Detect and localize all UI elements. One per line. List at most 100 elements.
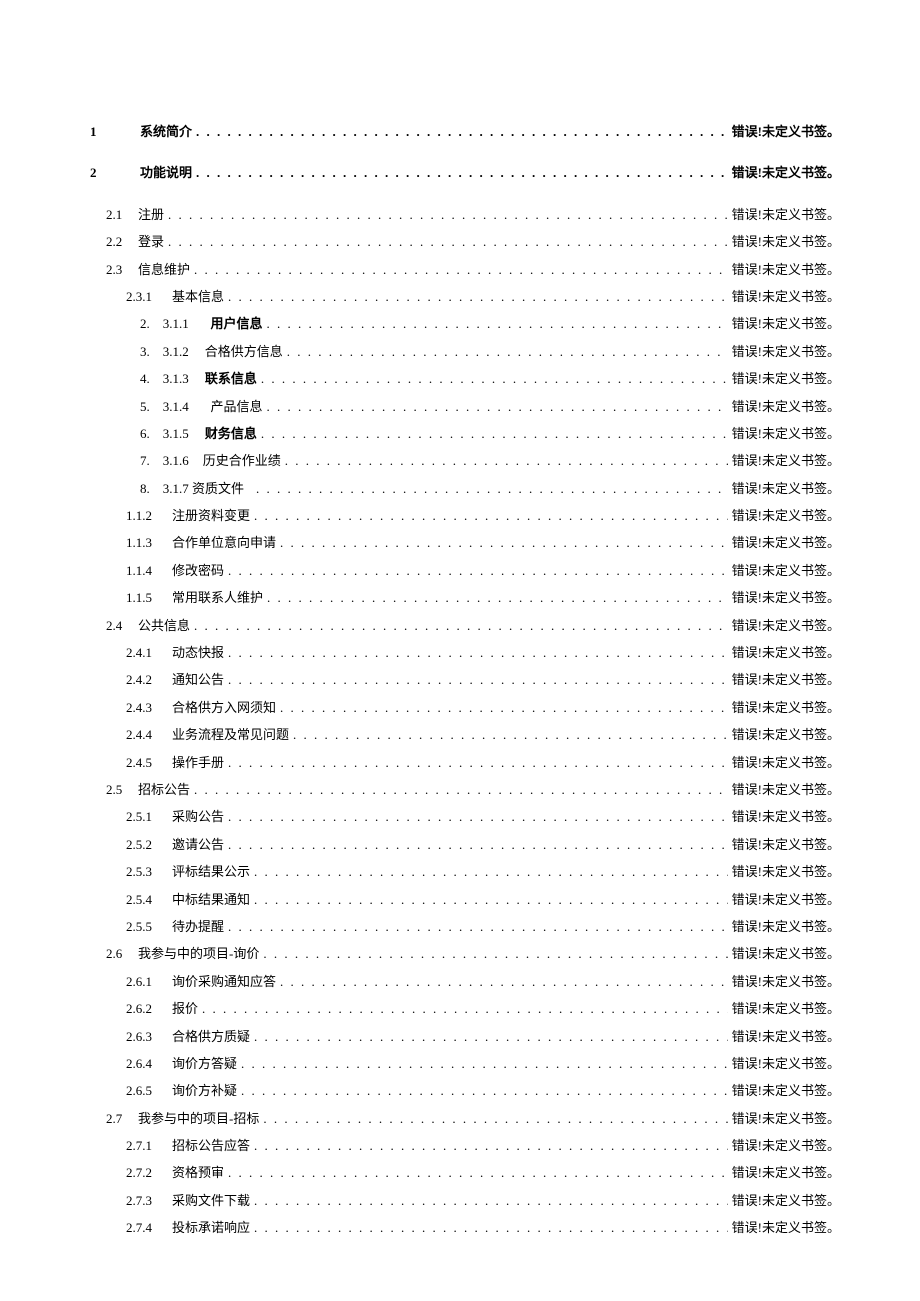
toc-page-ref: 错误!未定义书签。 — [728, 1025, 840, 1048]
toc-page-ref: 错误!未定义书签。 — [728, 422, 840, 445]
toc-leader — [194, 614, 728, 637]
toc-leader — [228, 915, 728, 938]
toc-entry[interactable]: 2.6.1询价采购通知应答错误!未定义书签。 — [90, 970, 840, 993]
toc-entry[interactable]: 2.1注册错误!未定义书签。 — [90, 203, 840, 226]
toc-leader — [256, 477, 728, 500]
toc-page-ref: 错误!未定义书签。 — [728, 531, 840, 554]
toc-number: 2.6.1 — [126, 970, 172, 993]
toc-page-ref: 错误!未定义书签。 — [728, 312, 840, 335]
toc-entry[interactable]: 2.4.3合格供方入网须知错误!未定义书签。 — [90, 696, 840, 719]
toc-title: 中标结果通知 — [172, 888, 254, 911]
toc-entry[interactable]: 6. 3.1.5财务信息错误!未定义书签。 — [90, 422, 840, 445]
toc-entry[interactable]: 4. 3.1.3联系信息错误!未定义书签。 — [90, 367, 840, 390]
toc-number: 2. 3.1.1 — [140, 312, 202, 335]
toc-entry[interactable]: 2.4.2通知公告错误!未定义书签。 — [90, 668, 840, 691]
toc-leader — [194, 258, 728, 281]
toc-entry[interactable]: 5. 3.1.4产品信息错误!未定义书签。 — [90, 395, 840, 418]
toc-leader — [228, 1161, 728, 1184]
toc-number: 2.7.3 — [126, 1189, 172, 1212]
toc-page-ref: 错误!未定义书签。 — [728, 942, 840, 965]
toc-number: 2.7.1 — [126, 1134, 172, 1157]
toc-number: 2.3 — [106, 258, 138, 281]
toc-entry[interactable]: 2.4.1动态快报错误!未定义书签。 — [90, 641, 840, 664]
toc-entry[interactable]: 2.4.5操作手册错误!未定义书签。 — [90, 751, 840, 774]
toc-page-ref: 错误!未定义书签。 — [728, 161, 840, 184]
toc-number: 2.6.3 — [126, 1025, 172, 1048]
toc-number: 7. 3.1.6 — [140, 449, 202, 472]
toc-title: 询价采购通知应答 — [172, 970, 280, 993]
toc-leader — [267, 586, 728, 609]
toc-entry[interactable]: 2.6.3合格供方质疑错误!未定义书签。 — [90, 1025, 840, 1048]
toc-entry[interactable]: 2.6我参与中的项目-询价错误!未定义书签。 — [90, 942, 840, 965]
toc-entry[interactable]: 3. 3.1.2合格供方信息错误!未定义书签。 — [90, 340, 840, 363]
toc-title: 采购公告 — [172, 805, 228, 828]
toc-entry[interactable]: 2.5招标公告错误!未定义书签。 — [90, 778, 840, 801]
toc-number: 2.4.4 — [126, 723, 172, 746]
toc-entry[interactable]: 2.6.5询价方补疑错误!未定义书签。 — [90, 1079, 840, 1102]
toc-leader — [254, 888, 728, 911]
toc-number: 2.4.5 — [126, 751, 172, 774]
toc-page-ref: 错误!未定义书签。 — [728, 723, 840, 746]
toc-page-ref: 错误!未定义书签。 — [728, 805, 840, 828]
toc-entry[interactable]: 2.4公共信息错误!未定义书签。 — [90, 614, 840, 637]
toc-entry[interactable]: 8. 3.1.7 资质文件错误!未定义书签。 — [90, 477, 840, 500]
toc-page-ref: 错误!未定义书签。 — [728, 449, 840, 472]
toc-leader — [228, 805, 728, 828]
toc-entry[interactable]: 2.5.5待办提醒错误!未定义书签。 — [90, 915, 840, 938]
toc-entry[interactable]: 2.5.2邀请公告错误!未定义书签。 — [90, 833, 840, 856]
toc-entry[interactable]: 2.3.1基本信息错误!未定义书签。 — [90, 285, 840, 308]
toc-number: 2.6.5 — [126, 1079, 172, 1102]
toc-title: 待办提醒 — [172, 915, 228, 938]
toc-title: 公共信息 — [138, 614, 194, 637]
toc-entry[interactable]: 1.1.4修改密码错误!未定义书签。 — [90, 559, 840, 582]
toc-title: 合格供方入网须知 — [172, 696, 280, 719]
toc-entry[interactable]: 2. 3.1.1用户信息错误!未定义书签。 — [90, 312, 840, 335]
toc-leader — [228, 285, 728, 308]
toc-title: 邀请公告 — [172, 833, 228, 856]
toc-entry[interactable]: 1.1.5常用联系人维护错误!未定义书签。 — [90, 586, 840, 609]
toc-number: 3. 3.1.2 — [140, 340, 202, 363]
toc-entry[interactable]: 1.1.3合作单位意向申请错误!未定义书签。 — [90, 531, 840, 554]
toc-title: 我参与中的项目-招标 — [138, 1107, 263, 1130]
toc-number: 1.1.5 — [126, 586, 172, 609]
toc-entry[interactable]: 2.7我参与中的项目-招标错误!未定义书签。 — [90, 1107, 840, 1130]
toc-leader — [228, 751, 728, 774]
toc-number: 2.5.5 — [126, 915, 172, 938]
toc-leader — [261, 367, 728, 390]
toc-entry[interactable]: 2.7.1招标公告应答错误!未定义书签。 — [90, 1134, 840, 1157]
toc-number: 6. 3.1.5 — [140, 422, 202, 445]
toc-entry[interactable]: 2.5.4中标结果通知错误!未定义书签。 — [90, 888, 840, 911]
toc-entry[interactable]: 2.5.1采购公告 错误!未定义书签。 — [90, 805, 840, 828]
toc-leader — [254, 1216, 728, 1239]
toc-leader — [280, 970, 728, 993]
toc-title: 常用联系人维护 — [172, 586, 267, 609]
toc-entry[interactable]: 1.1.2注册资料变更错误!未定义书签。 — [90, 504, 840, 527]
toc-entry[interactable]: 2.3信息维护错误!未定义书签。 — [90, 258, 840, 281]
toc-entry[interactable]: 2.6.4询价方答疑错误!未定义书签。 — [90, 1052, 840, 1075]
toc-number: 2.5.1 — [126, 805, 172, 828]
toc-page-ref: 错误!未定义书签。 — [728, 833, 840, 856]
toc-page-ref: 错误!未定义书签。 — [728, 614, 840, 637]
toc-entry[interactable]: 2.6.2报价错误!未定义书签。 — [90, 997, 840, 1020]
toc-entry[interactable]: 2.5.3评标结果公示错误!未定义书签。 — [90, 860, 840, 883]
toc-title: 业务流程及常见问题 — [172, 723, 293, 746]
toc-title: 我参与中的项目-询价 — [138, 942, 263, 965]
toc-title: 修改密码 — [172, 559, 228, 582]
toc-entry[interactable]: 7. 3.1.6历史合作业绩错误!未定义书签。 — [90, 449, 840, 472]
toc-leader — [267, 395, 728, 418]
toc-page-ref: 错误!未定义书签。 — [728, 120, 840, 143]
toc-entry[interactable]: 2.4.4业务流程及常见问题 错误!未定义书签。 — [90, 723, 840, 746]
toc-number: 2.3.1 — [126, 285, 172, 308]
toc-number: 2 — [90, 161, 140, 184]
toc-page-ref: 错误!未定义书签。 — [728, 559, 840, 582]
toc-number: 8. 3.1.7 资质文件 — [140, 477, 252, 500]
toc-title: 招标公告应答 — [172, 1134, 254, 1157]
toc-entry[interactable]: 2功能说明错误!未定义书签。 — [90, 161, 840, 184]
toc-leader — [241, 1052, 728, 1075]
toc-entry[interactable]: 2.7.4投标承诺响应错误!未定义书签。 — [90, 1216, 840, 1239]
toc-entry[interactable]: 2.7.2资格预审错误!未定义书签。 — [90, 1161, 840, 1184]
toc-entry[interactable]: 2.2登录错误!未定义书签。 — [90, 230, 840, 253]
toc-entry[interactable]: 2.7.3采购文件下载错误!未定义书签。 — [90, 1189, 840, 1212]
toc-entry[interactable]: 1系统简介错误!未定义书签。 — [90, 120, 840, 143]
toc-page-ref: 错误!未定义书签。 — [728, 997, 840, 1020]
